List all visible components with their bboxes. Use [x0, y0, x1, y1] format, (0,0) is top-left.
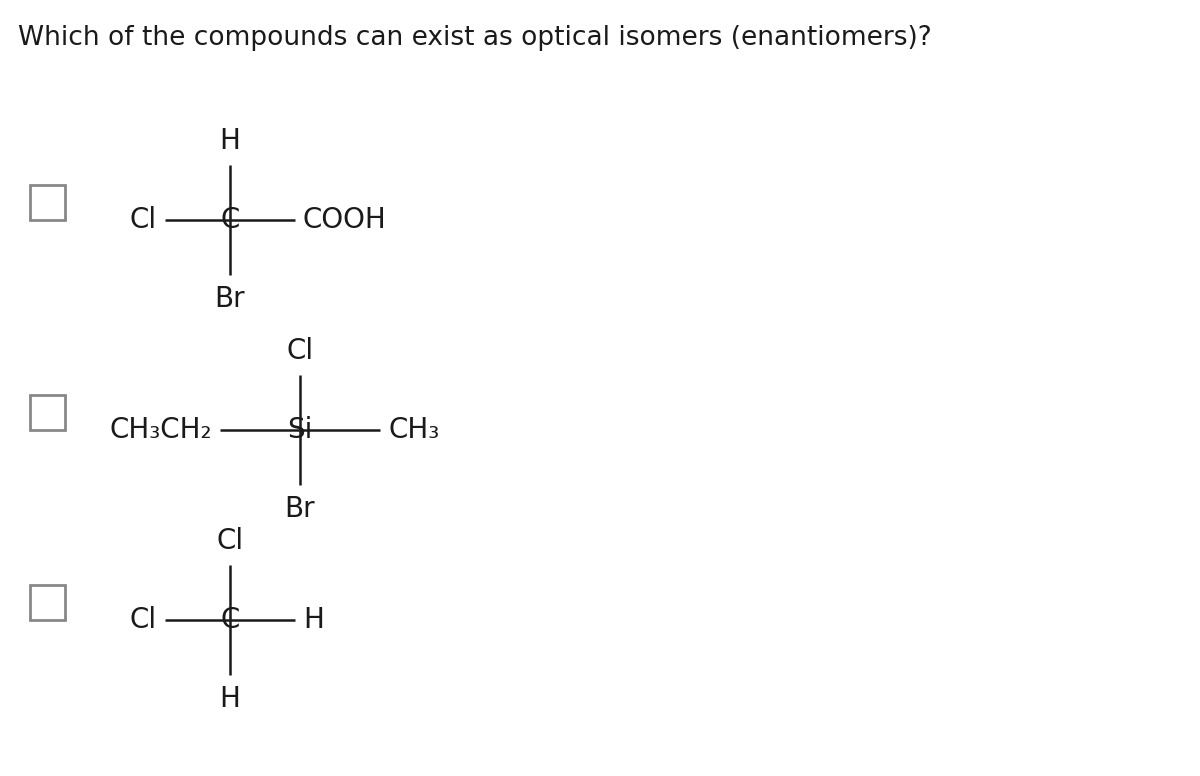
Text: CH₃: CH₃ [388, 416, 439, 444]
Text: Cl: Cl [130, 206, 157, 234]
Text: Cl: Cl [287, 337, 313, 365]
Text: Cl: Cl [216, 527, 244, 555]
Bar [30, 395, 65, 430]
Text: CH₃CH₂: CH₃CH₂ [109, 416, 212, 444]
Text: Br: Br [284, 495, 316, 523]
Bar [30, 185, 65, 220]
Text: Cl: Cl [130, 606, 157, 634]
Text: Si: Si [287, 416, 313, 444]
Text: Br: Br [215, 285, 245, 313]
Bar [30, 585, 65, 620]
Text: C: C [221, 606, 240, 634]
Text: H: H [220, 127, 240, 155]
Text: C: C [221, 206, 240, 234]
Text: H: H [302, 606, 324, 634]
Text: COOH: COOH [302, 206, 386, 234]
Text: H: H [220, 685, 240, 713]
Text: Which of the compounds can exist as optical isomers (enantiomers)?: Which of the compounds can exist as opti… [18, 25, 931, 51]
